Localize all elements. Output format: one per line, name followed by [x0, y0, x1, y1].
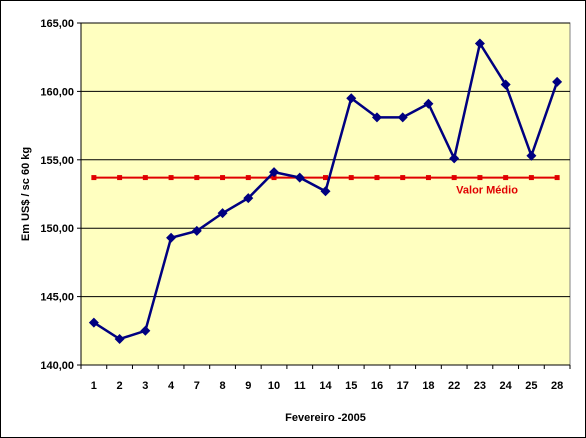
price-point [294, 172, 305, 183]
y-tick-label: 145,00 [40, 292, 74, 304]
y-tick-label: 160,00 [40, 86, 74, 98]
y-axis-title: Em US$ / sc 60 kg [20, 147, 32, 241]
price-point [140, 325, 151, 336]
x-tick-label: 15 [345, 380, 357, 392]
y-tick-label: 150,00 [40, 223, 74, 235]
average-point [117, 175, 123, 181]
x-tick-label: 24 [500, 380, 513, 392]
average-point [554, 175, 560, 181]
x-tick-label: 22 [448, 380, 460, 392]
average-point [425, 175, 431, 181]
average-point [142, 175, 148, 181]
average-point [220, 175, 226, 181]
average-point [400, 175, 406, 181]
price-point [552, 76, 563, 87]
x-tick-label: 16 [371, 380, 383, 392]
price-point [526, 150, 537, 161]
price-point [217, 208, 228, 219]
price-point [320, 186, 331, 197]
average-point [194, 175, 200, 181]
x-tick-label: 7 [194, 380, 200, 392]
price-point [88, 317, 99, 328]
x-tick-label: 25 [525, 380, 537, 392]
x-tick-label: 28 [551, 380, 563, 392]
price-point [371, 112, 382, 123]
x-tick-label: 9 [245, 380, 251, 392]
average-point [91, 175, 97, 181]
average-point [271, 175, 277, 181]
average-point [168, 175, 174, 181]
x-tick-label: 2 [117, 380, 123, 392]
x-tick-label: 23 [474, 380, 486, 392]
price-series [88, 38, 563, 345]
y-tick-labels: 140,00 145,00 150,00 155,00 160,00 165,00 [40, 18, 74, 372]
x-tick-label: 17 [397, 380, 409, 392]
price-point [166, 232, 177, 243]
price-point [500, 79, 511, 90]
average-annotation: Valor Médio [456, 185, 518, 197]
price-point [191, 225, 202, 236]
price-point [423, 98, 434, 109]
x-tick-label: 18 [422, 380, 434, 392]
price-point [474, 38, 485, 49]
price-point [269, 167, 280, 178]
x-tick-label: 14 [319, 380, 332, 392]
x-tick-label: 8 [219, 380, 225, 392]
x-tick-label: 10 [268, 380, 280, 392]
x-tick-label: 3 [142, 380, 148, 392]
average-point [477, 175, 483, 181]
average-point [245, 175, 251, 181]
x-tick-label: 11 [294, 380, 306, 392]
average-point [323, 175, 328, 181]
average-point [451, 175, 457, 181]
price-point [449, 153, 460, 164]
x-axis-title: Fevereiro -2005 [285, 412, 366, 424]
price-point [397, 112, 408, 123]
x-tick-label: 1 [91, 380, 97, 392]
average-point [528, 175, 534, 181]
gridlines [77, 22, 571, 369]
price-point [346, 93, 357, 104]
series-layer [88, 38, 563, 345]
price-point [243, 193, 254, 204]
y-tick-label: 165,00 [40, 18, 74, 30]
price-point [114, 334, 125, 345]
x-tick-labels: 1 2 3 4 7 8 9 10 11 14 15 16 17 18 22 23 24 25 28 [91, 380, 563, 392]
average-point [374, 175, 380, 181]
y-tick-label: 140,00 [40, 360, 74, 372]
average-point [503, 175, 509, 181]
average-point [348, 175, 354, 181]
y-tick-label: 155,00 [40, 155, 74, 167]
x-tick-label: 4 [168, 380, 175, 392]
